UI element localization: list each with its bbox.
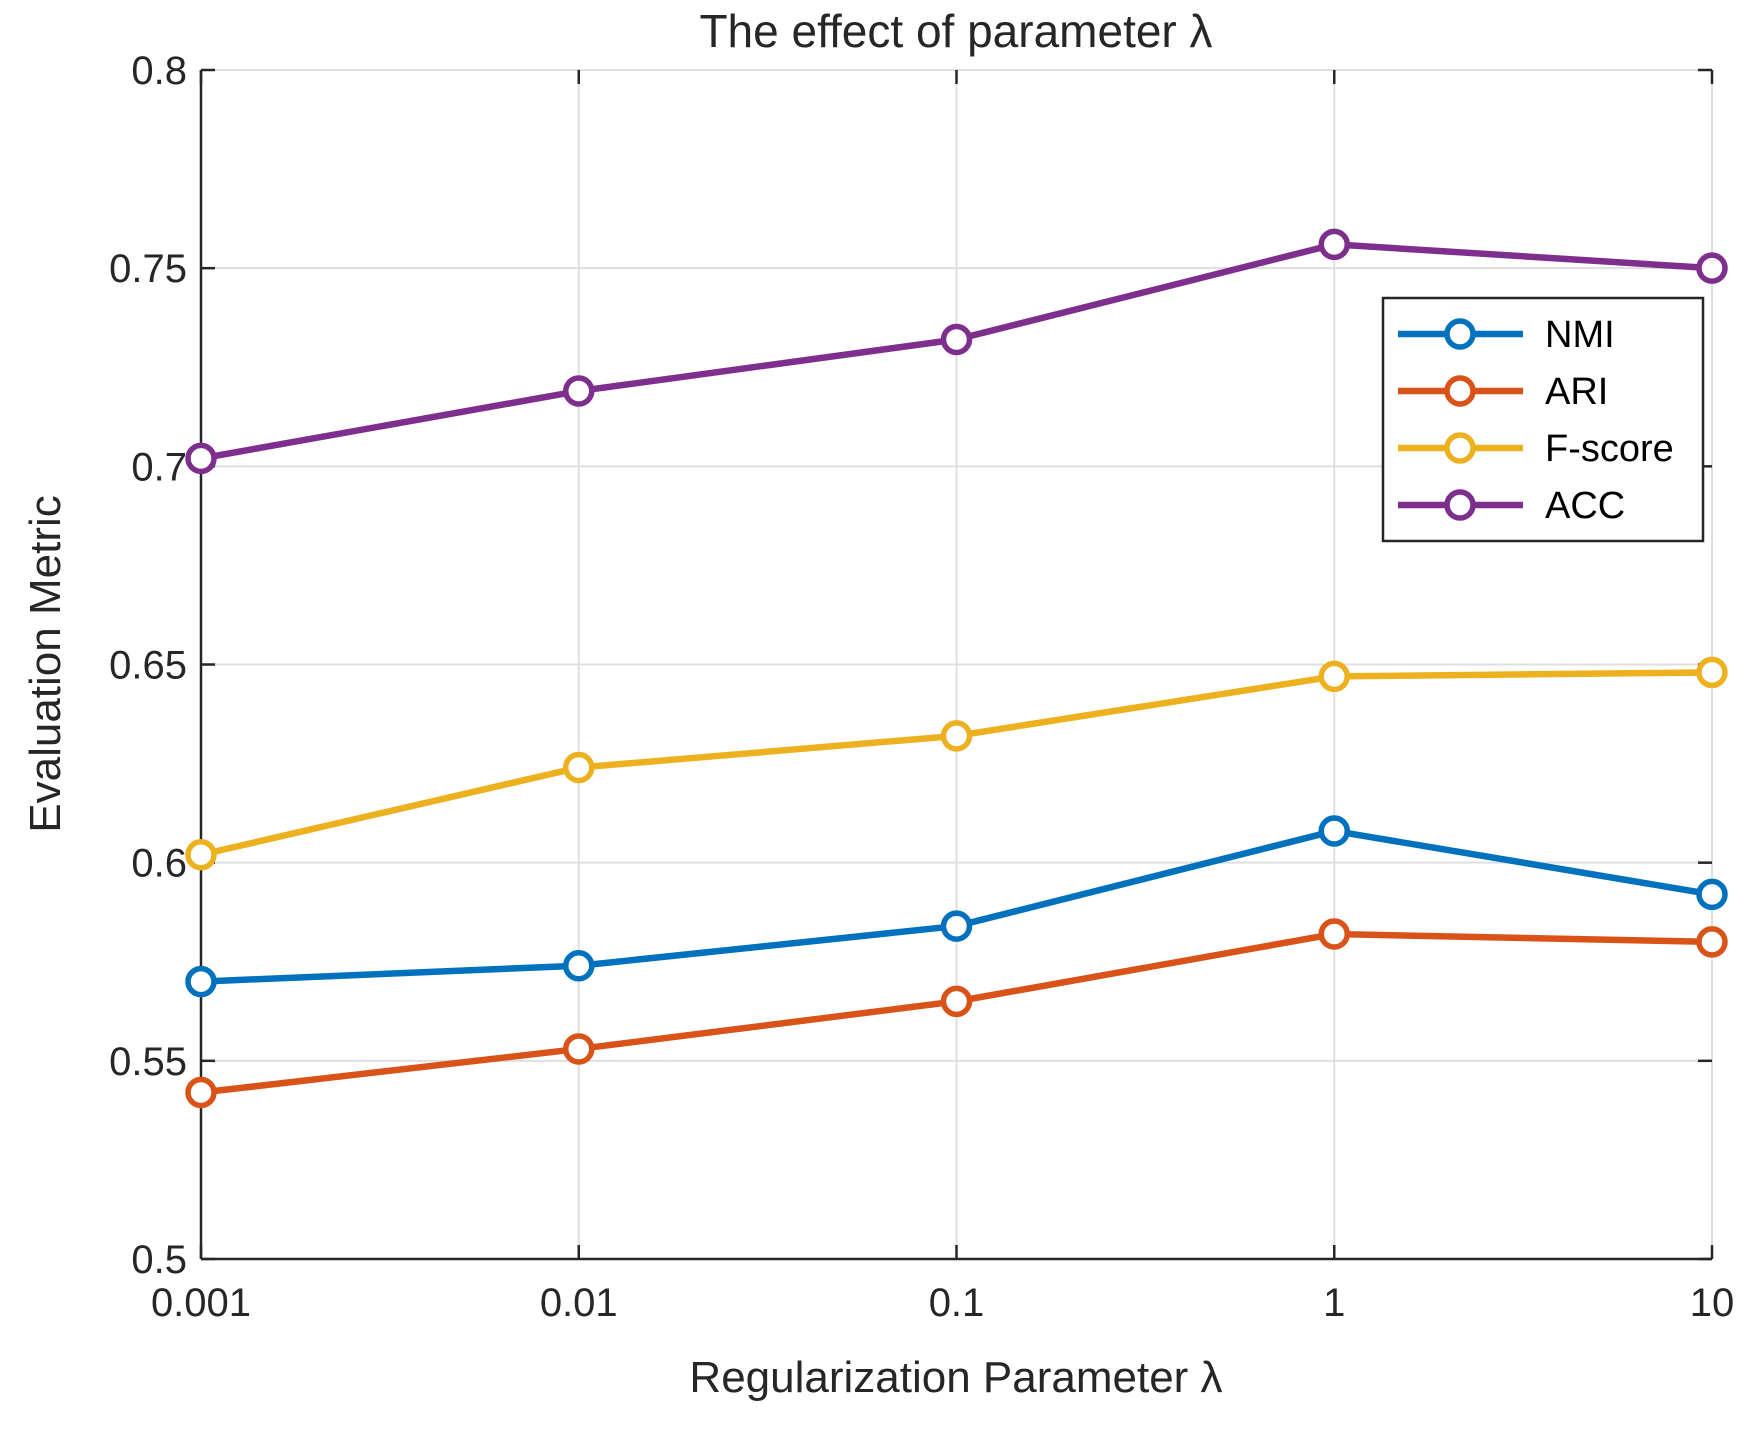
legend-label: NMI: [1545, 314, 1615, 356]
data-point-ari: [185, 1076, 217, 1109]
legend-label: ACC: [1545, 485, 1625, 527]
legend-entry-acc: ACC: [1398, 485, 1625, 527]
y-tick-label: 0.75: [109, 247, 187, 291]
y-axis-label: Evaluation Metric: [21, 495, 70, 832]
data-point-f-score: [1696, 656, 1728, 689]
y-tick-label: 0.6: [131, 842, 187, 886]
tick-labels: 0.001 0.01 0.1 1 10 0.5 0.55 0.6 0.65 0.7 0.75 0.8: [109, 49, 1734, 1325]
y-tick-label: 0.65: [109, 644, 187, 688]
data-point-acc: [563, 375, 595, 407]
data-point-nmi: [563, 949, 595, 982]
legend-entry-nmi: NMI: [1398, 314, 1615, 356]
legend-label: F-score: [1545, 428, 1674, 470]
x-tick-label: 0.001: [151, 1281, 251, 1325]
data-point-nmi: [940, 910, 973, 942]
chart-title: The effect of parameter λ: [699, 5, 1212, 57]
series-lines: [185, 228, 1728, 1109]
x-tick-label: 10: [1690, 1281, 1735, 1325]
data-point-ari: [1318, 918, 1350, 950]
legend-swatch-marker: [1444, 318, 1476, 350]
data-point-nmi: [185, 965, 217, 998]
data-point-ari: [940, 985, 973, 1018]
legend-label: ARI: [1545, 371, 1608, 413]
legend-swatch-marker: [1444, 489, 1476, 521]
series-nmi: [185, 815, 1728, 998]
data-point-f-score: [563, 751, 595, 784]
data-point-nmi: [1318, 815, 1350, 847]
data-point-acc: [1696, 252, 1728, 284]
x-tick-label: 1: [1323, 1281, 1345, 1325]
y-tick-label: 0.55: [109, 1040, 187, 1084]
data-point-f-score: [940, 720, 973, 752]
y-tick-label: 0.5: [131, 1238, 187, 1282]
data-point-acc: [940, 323, 973, 356]
legend-swatch-marker: [1444, 432, 1476, 464]
legend-entry-f-score: F-score: [1398, 428, 1674, 470]
data-point-ari: [1696, 926, 1728, 958]
series-acc: [185, 228, 1728, 475]
data-point-nmi: [1696, 878, 1728, 911]
legend-box: [1381, 296, 1705, 543]
x-tick-label: 0.01: [540, 1281, 618, 1325]
data-point-acc: [1318, 228, 1350, 261]
legend: NMI ARI F-score ACC: [1381, 296, 1705, 543]
data-point-f-score: [1318, 660, 1350, 693]
series-ari: [185, 918, 1728, 1109]
data-point-acc: [185, 442, 217, 475]
data-point-f-score: [185, 838, 217, 871]
y-tick-label: 0.8: [131, 49, 187, 93]
legend-swatch-marker: [1444, 375, 1476, 407]
data-point-ari: [563, 1033, 595, 1065]
series-f-score: [185, 656, 1728, 871]
x-tick-label: 0.1: [929, 1281, 985, 1325]
legend-entry-ari: ARI: [1398, 371, 1608, 413]
y-tick-label: 0.7: [131, 445, 187, 489]
x-axis-label: Regularization Parameter λ: [689, 1353, 1222, 1402]
